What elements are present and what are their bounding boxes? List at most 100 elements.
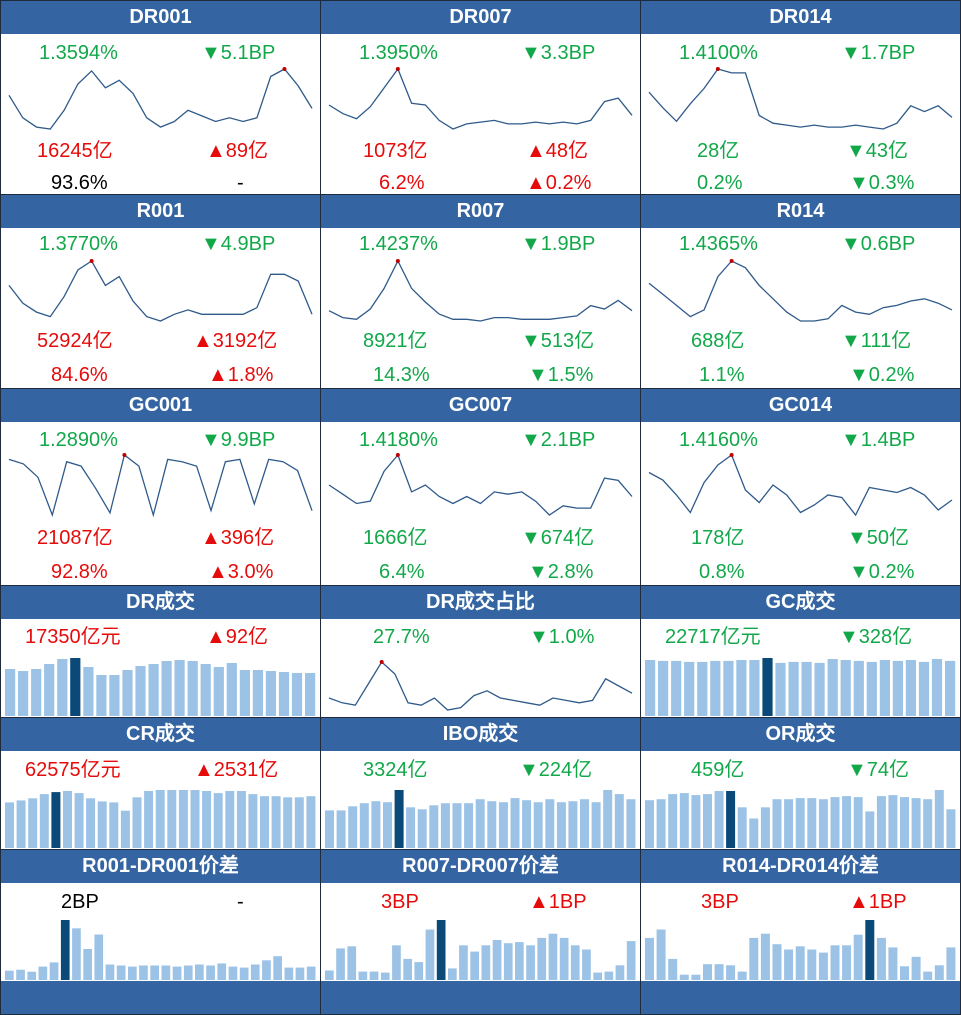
bar <box>452 803 462 848</box>
bar <box>918 661 930 716</box>
bar <box>888 947 898 980</box>
bar <box>325 810 334 848</box>
bar <box>795 946 805 980</box>
rate-change: ▼1.9BP <box>521 233 596 255</box>
rate-change: ▼0.6BP <box>841 233 916 255</box>
sparkline-max-marker <box>122 453 127 457</box>
rate-change: ▼5.1BP <box>201 42 276 64</box>
bar-highlight <box>436 920 446 980</box>
bar <box>775 662 786 716</box>
bar <box>492 940 502 980</box>
bar <box>749 660 760 716</box>
rate-panel-r007: R007 1.4237% ▼1.9BP 8921亿 ▼513亿 14.3% ▼1… <box>320 194 641 389</box>
bar <box>83 667 94 716</box>
bar <box>414 962 424 980</box>
sparkline-max-marker <box>282 67 287 71</box>
bar <box>842 796 852 848</box>
bar <box>853 934 863 980</box>
panel-title: GC001 <box>1 389 320 422</box>
bar <box>679 793 689 848</box>
bar <box>723 660 734 716</box>
bar <box>178 790 188 848</box>
bar <box>38 966 48 980</box>
bar <box>559 937 569 980</box>
rate-change: ▼4.9BP <box>201 233 276 255</box>
bar-highlight <box>762 658 773 716</box>
volume-chart <box>645 790 956 848</box>
spread-panel-r007-dr007: R007-DR007价差 3BP ▲1BP <box>320 849 641 1015</box>
bar <box>248 794 258 848</box>
rate-panel-r001: R001 1.3770% ▼4.9BP 52924亿 ▲3192亿 84.6% … <box>0 194 321 389</box>
bar <box>580 799 589 848</box>
bar <box>668 794 678 848</box>
panel-title: DR成交 <box>1 586 320 619</box>
bar <box>945 660 956 716</box>
rate-sparkline <box>328 67 633 130</box>
bar <box>900 966 909 980</box>
volume-chart <box>645 658 956 716</box>
rate-sparkline <box>648 259 953 322</box>
volume-value: 1073亿 <box>363 140 428 162</box>
bar <box>16 969 25 980</box>
spread-chart <box>645 920 956 980</box>
bar <box>853 660 864 716</box>
bar <box>591 802 601 848</box>
bar <box>217 963 227 980</box>
volume-value: 21087亿 <box>37 527 113 549</box>
bar <box>475 799 485 848</box>
bar <box>39 794 49 848</box>
bar <box>656 799 666 848</box>
bar-highlight <box>726 791 736 848</box>
bar <box>5 669 16 716</box>
bar <box>417 809 427 848</box>
panel-title: DR007 <box>321 1 640 34</box>
bar <box>876 796 886 848</box>
bar <box>271 796 281 848</box>
bar <box>5 802 14 848</box>
bar <box>526 945 535 980</box>
spread-chart <box>5 920 316 980</box>
bar <box>57 659 68 716</box>
panel-title: GC007 <box>321 389 640 422</box>
share-change: ▲1.8% <box>208 364 274 386</box>
bar <box>265 671 276 716</box>
bar <box>18 671 29 716</box>
bar <box>459 945 468 980</box>
volume-panel-dr-share: DR成交占比 27.7% ▼1.0% <box>320 585 641 718</box>
bar <box>369 971 379 980</box>
bar <box>161 661 172 716</box>
volume-panel-ibo: IBO成交 3324亿 ▼224亿 <box>320 717 641 850</box>
bar <box>714 791 724 848</box>
bar-highlight <box>394 790 404 848</box>
bar <box>172 966 182 980</box>
share-value: 0.2% <box>697 172 743 194</box>
bar <box>866 661 877 716</box>
rate-sparkline <box>648 453 953 517</box>
bar <box>737 971 747 980</box>
bar <box>305 673 316 716</box>
bar <box>807 949 817 980</box>
bar <box>545 799 555 848</box>
bar <box>27 971 37 980</box>
rate-sparkline <box>8 453 313 518</box>
share-change: ▼2.8% <box>528 561 594 583</box>
rate-value: 1.4180% <box>359 429 438 451</box>
volume-chart <box>5 790 316 848</box>
rate-sparkline <box>8 259 313 322</box>
rate-sparkline <box>8 67 313 130</box>
rate-panel-dr007: DR007 1.3950% ▼3.3BP 1073亿 ▲48亿 6.2% ▲0.… <box>320 0 641 195</box>
volume-value: 27.7% <box>373 626 430 648</box>
bar <box>671 660 682 716</box>
panel-title: IBO成交 <box>321 718 640 751</box>
bar <box>703 794 712 848</box>
volume-value: 52924亿 <box>37 330 113 352</box>
panel-title: GC014 <box>641 389 960 422</box>
panel-title: R001 <box>1 195 320 228</box>
bar <box>604 971 614 980</box>
volume-value: 459亿 <box>691 759 745 781</box>
share-change: ▲0.2% <box>526 172 592 194</box>
bar <box>801 661 812 716</box>
volume-change: ▼328亿 <box>839 626 913 648</box>
bar <box>150 965 159 980</box>
panel-title: R014 <box>641 195 960 228</box>
